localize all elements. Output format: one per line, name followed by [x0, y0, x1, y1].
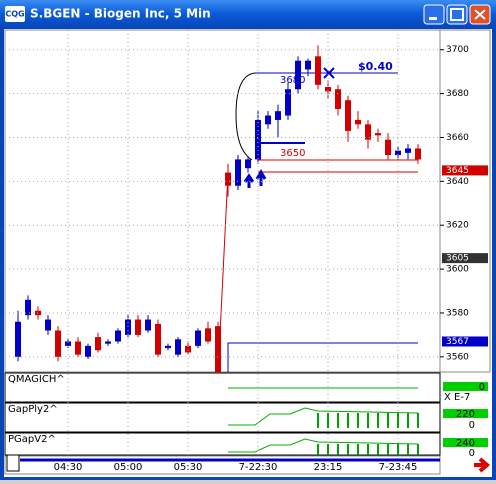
candle-body	[45, 319, 51, 331]
candles	[15, 45, 421, 372]
x-tick-label: 04:30	[54, 462, 83, 473]
scale-note: X E-7	[444, 392, 470, 403]
candle-body	[265, 115, 271, 125]
y-tick-label: 3580	[446, 308, 469, 318]
y-tick-label: 3700	[446, 45, 469, 55]
panel-name: PGapV2^	[8, 434, 56, 445]
app-icon	[5, 6, 25, 22]
candle-body	[85, 345, 91, 357]
candle-body	[295, 60, 301, 90]
y-tick-label: 3660	[446, 133, 469, 143]
panel-value-box	[443, 382, 488, 391]
app-icon-text: CQG	[5, 10, 24, 19]
candle-body	[325, 87, 331, 92]
candle-body	[25, 299, 31, 316]
candle-body	[315, 56, 321, 85]
candle-body	[415, 148, 421, 160]
y-tick-label: 3640	[446, 177, 469, 187]
maximize-icon	[450, 8, 464, 21]
candle-body	[205, 328, 211, 342]
candle-body	[125, 319, 131, 335]
candle-body	[385, 139, 391, 156]
price-label-box	[442, 336, 488, 347]
candle-body	[215, 326, 221, 372]
candle-body	[105, 341, 111, 344]
indicator-line	[228, 438, 419, 453]
candle-body	[135, 319, 141, 335]
arrow-markers	[243, 168, 267, 188]
level-lines	[227, 67, 418, 372]
title-bar	[0, 0, 496, 28]
gap-line	[217, 172, 229, 372]
price-label: 3645	[446, 166, 469, 176]
y-tick-label: 3560	[446, 352, 469, 362]
x-tick-label: 05:00	[114, 462, 143, 473]
candle-body	[335, 89, 341, 109]
candle-body	[95, 337, 101, 351]
price-label-box	[442, 253, 488, 264]
price-pane	[4, 29, 441, 373]
price-label-box	[442, 165, 488, 176]
x-tick-label: 7-22:30	[239, 462, 278, 473]
panel-value: 0	[469, 448, 475, 459]
panel-value-box	[443, 409, 488, 418]
candle-body	[185, 345, 191, 353]
annotation: 3650	[280, 148, 305, 159]
panel-value: 240	[456, 438, 475, 449]
price-label: 3567	[446, 337, 469, 347]
minimize-button[interactable]	[423, 4, 445, 25]
candle-body	[305, 60, 311, 70]
y-tick-label: 3620	[446, 221, 469, 231]
candle-body	[275, 111, 281, 120]
level-line	[227, 342, 418, 372]
candle-body	[75, 341, 81, 355]
candle-body	[15, 321, 21, 357]
candle-body	[155, 323, 161, 355]
x-marker	[323, 67, 335, 79]
annotation: 3680	[280, 75, 305, 86]
candle-body	[165, 345, 171, 349]
candle-body	[175, 339, 181, 355]
panel-value: 0	[469, 420, 475, 431]
panel-name: QMAGICH^	[8, 374, 65, 385]
candle-body	[355, 119, 361, 125]
window-title: S.BGEN - Biogen Inc, 5 Min	[30, 7, 211, 21]
panel	[4, 402, 441, 433]
bracket	[235, 72, 256, 161]
panel-value: 0	[479, 382, 485, 393]
x-tick-label: 7-23:45	[379, 462, 418, 473]
panel-value-box	[443, 438, 488, 447]
y-tick-label: 3680	[446, 89, 469, 99]
candle-body	[285, 89, 291, 116]
panel-value: 220	[456, 409, 475, 420]
minimize-icon	[429, 17, 437, 20]
annotation: $0.40	[358, 60, 393, 73]
panel-name: GapPly2^	[8, 404, 58, 415]
candle-body	[345, 100, 351, 131]
candle-body	[235, 159, 241, 186]
candle-body	[65, 341, 71, 346]
scroll-handle[interactable]	[6, 454, 20, 472]
close-icon	[474, 9, 486, 20]
candle-body	[195, 330, 201, 346]
candle-body	[365, 124, 371, 140]
x-tick-label: 23:15	[314, 462, 343, 473]
x-tick-label: 05:30	[174, 462, 203, 473]
candle-body	[245, 159, 251, 169]
y-tick-label: 3600	[446, 265, 469, 275]
candle-body	[55, 330, 61, 357]
price-label: 3605	[446, 254, 469, 264]
candle-body	[375, 133, 381, 136]
price-axis	[439, 29, 491, 373]
candle-body	[145, 319, 151, 331]
candle-body	[255, 119, 261, 160]
candle-body	[405, 148, 411, 153]
candle-body	[395, 150, 401, 156]
scroll-right-arrow[interactable]	[474, 457, 491, 473]
panel	[4, 432, 441, 456]
indicator-line	[228, 407, 419, 426]
candle-body	[115, 330, 121, 342]
